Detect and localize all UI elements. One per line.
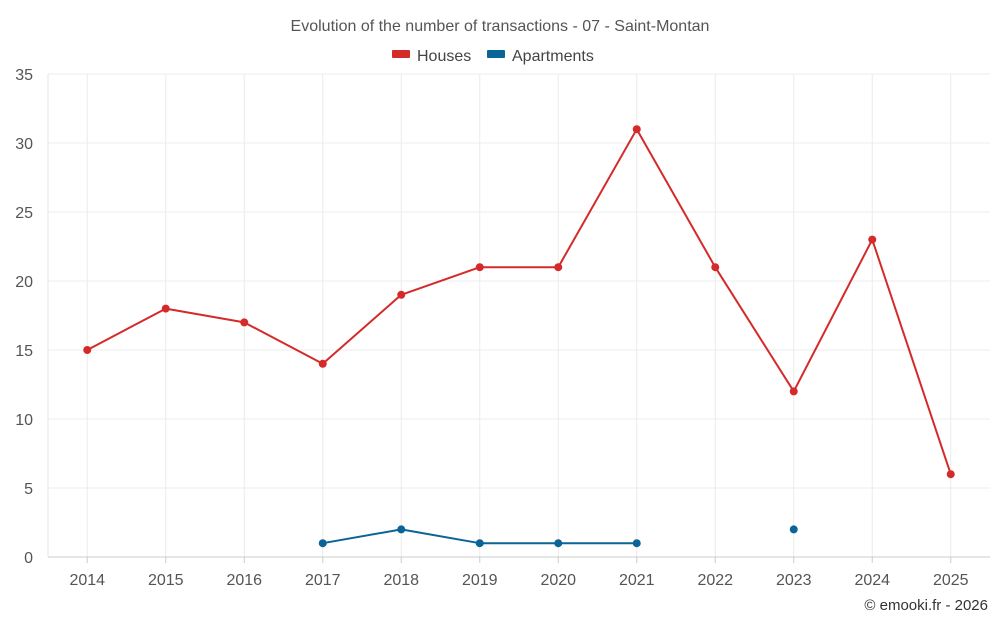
legend: Houses Apartments: [392, 48, 594, 65]
y-tick-label: 5: [24, 481, 33, 498]
chart-title: Evolution of the number of transactions …: [291, 18, 710, 35]
y-tick-label: 30: [15, 136, 33, 153]
data-point-apartments[interactable]: [318, 539, 327, 548]
legend-swatch-apartments: [487, 50, 505, 58]
data-point-houses[interactable]: [789, 387, 798, 396]
data-point-houses[interactable]: [161, 304, 170, 313]
x-tick-label: 2020: [540, 572, 576, 589]
y-tick-label: 20: [15, 274, 33, 291]
y-tick-label: 15: [15, 343, 33, 360]
x-tick-label: 2024: [854, 572, 890, 589]
data-point-apartments[interactable]: [475, 539, 484, 548]
x-tick-label: 2022: [697, 572, 733, 589]
credit-text: © emooki.fr - 2026: [864, 597, 988, 614]
grid-lines: [48, 73, 990, 558]
data-point-houses[interactable]: [632, 125, 641, 134]
data-point-houses[interactable]: [946, 470, 955, 479]
x-tick-label: 2021: [619, 572, 655, 589]
series-apartments: [318, 525, 798, 548]
legend-swatch-houses: [392, 50, 410, 58]
legend-item-houses[interactable]: Houses: [392, 48, 471, 65]
legend-label-houses: Houses: [417, 48, 471, 65]
data-point-houses[interactable]: [240, 318, 249, 327]
y-axis: 0 5 10 15 20 25 30 35: [15, 67, 49, 567]
data-point-houses[interactable]: [83, 346, 92, 354]
data-point-houses[interactable]: [475, 263, 484, 272]
data-point-houses[interactable]: [554, 263, 563, 272]
series-houses: [83, 125, 955, 479]
x-tick-label: 2015: [148, 572, 184, 589]
x-tick-label: 2017: [305, 572, 341, 589]
series-group: [83, 125, 955, 548]
y-tick-label: 0: [24, 550, 33, 567]
legend-label-apartments: Apartments: [512, 48, 594, 65]
data-point-apartments[interactable]: [554, 539, 563, 548]
legend-item-apartments[interactable]: Apartments: [487, 48, 594, 65]
data-point-houses[interactable]: [397, 290, 406, 299]
y-tick-label: 35: [15, 67, 33, 84]
data-point-apartments[interactable]: [397, 525, 406, 534]
x-tick-label: 2018: [383, 572, 419, 589]
y-tick-label: 10: [15, 412, 33, 429]
x-tick-label: 2014: [69, 572, 105, 589]
x-tick-label: 2019: [462, 572, 498, 589]
x-tick-label: 2016: [226, 572, 262, 589]
data-point-houses[interactable]: [318, 359, 327, 368]
x-tick-label: 2023: [776, 572, 812, 589]
data-point-apartments[interactable]: [789, 525, 798, 534]
data-point-houses[interactable]: [711, 263, 720, 272]
x-axis: 2014 2015 2016 2017 2018 2019 2020 2021 2022 2023…: [48, 556, 990, 589]
x-tick-label: 2025: [933, 572, 969, 589]
y-tick-label: 25: [15, 205, 33, 222]
data-point-apartments[interactable]: [632, 539, 641, 548]
data-point-houses[interactable]: [868, 235, 877, 244]
series-line-houses: [86, 128, 952, 476]
